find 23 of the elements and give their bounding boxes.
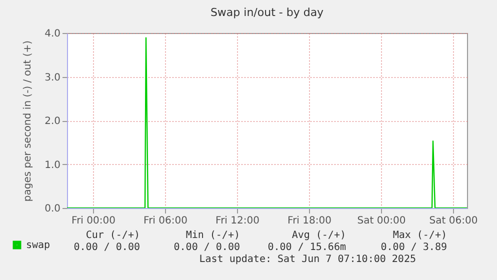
text: Last update: Sat Jun 7 07:10:00 2025 [199, 254, 416, 265]
text: Avg (-/+) [292, 230, 346, 241]
y-tick-label: 2.0 [44, 116, 60, 127]
x-tick-label: Sat 06:00 [429, 216, 478, 226]
chart-title: Swap in/out - by day [210, 6, 324, 19]
y-tick-label: 0.0 [44, 204, 60, 214]
y-tick-label: 1.0 [44, 160, 60, 171]
x-tick-label: Fri 06:00 [144, 216, 188, 226]
text: 0.00 / 0.00 [174, 242, 240, 253]
text: Max (-/+) [392, 230, 447, 241]
y-axis-title: pages per second in (-) / out (+) [22, 40, 34, 202]
x-tick-label: Fri 12:00 [216, 216, 260, 226]
text: Min (-/+) [186, 230, 240, 241]
x-tick-label: Sat 00:00 [357, 216, 406, 226]
y-tick-label: 4.0 [44, 28, 60, 40]
legend-label: swap [26, 240, 50, 251]
text: 0.00 / 3.89 [380, 242, 447, 253]
x-tick-label: Fri 00:00 [72, 216, 116, 226]
y-tick-label: 3.0 [44, 72, 60, 84]
text: 0.00 / 0.00 [74, 242, 140, 253]
text: Cur (-/+) [86, 230, 140, 241]
x-tick-label: Fri 18:00 [288, 216, 332, 226]
text: 0.00 / 15.66m [268, 242, 346, 253]
